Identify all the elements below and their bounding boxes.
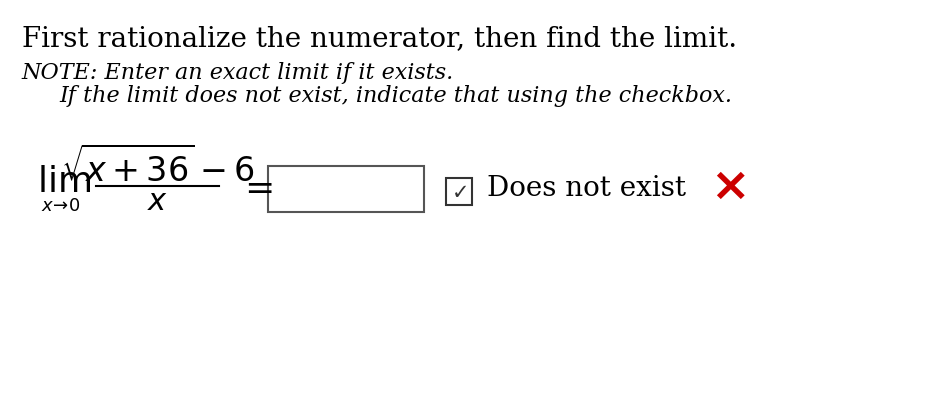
Text: First rationalize the numerator, then find the limit.: First rationalize the numerator, then fi… bbox=[21, 25, 736, 52]
Text: $\mathbf{\times}$: $\mathbf{\times}$ bbox=[709, 164, 744, 210]
Text: $=$: $=$ bbox=[236, 170, 272, 204]
Text: $\checkmark$: $\checkmark$ bbox=[450, 181, 466, 201]
Text: $\mathrm{lim}$: $\mathrm{lim}$ bbox=[37, 165, 92, 199]
Text: Does not exist: Does not exist bbox=[487, 174, 685, 202]
Text: $x$: $x$ bbox=[147, 186, 168, 218]
Text: $x\!\to\!0$: $x\!\to\!0$ bbox=[42, 197, 81, 215]
Text: If the limit does not exist, indicate that using the checkbox.: If the limit does not exist, indicate th… bbox=[59, 85, 731, 107]
FancyBboxPatch shape bbox=[445, 178, 472, 205]
FancyBboxPatch shape bbox=[268, 166, 424, 212]
Text: $\sqrt{x+36}-6$: $\sqrt{x+36}-6$ bbox=[61, 147, 254, 189]
Text: NOTE: Enter an exact limit if it exists.: NOTE: Enter an exact limit if it exists. bbox=[21, 62, 453, 84]
